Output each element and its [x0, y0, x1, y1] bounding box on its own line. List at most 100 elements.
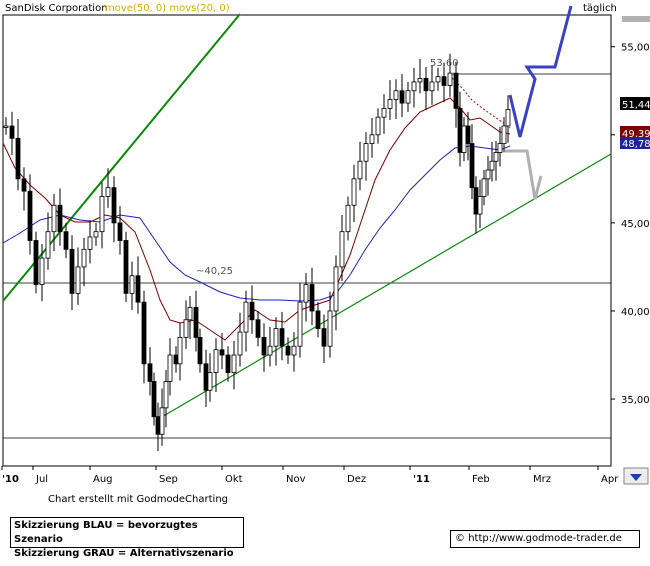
candle-body [33, 240, 39, 285]
legend-grey: Skizzierung GRAU = Alternativszenario [14, 548, 234, 559]
candle-body [333, 266, 339, 312]
candle-body [129, 275, 135, 294]
candles-group [3, 53, 511, 452]
candle-body [363, 143, 369, 162]
x-tick-label: '11 [413, 474, 430, 485]
candle-body [123, 240, 129, 294]
candle-body [399, 90, 405, 104]
x-tick-label: Feb [472, 474, 490, 485]
candle-body [141, 301, 147, 365]
candle-body [173, 354, 179, 365]
candle-body [93, 231, 99, 238]
candle-body [481, 178, 487, 197]
y-tick-label: 45,00 [621, 219, 650, 230]
candle-body [237, 331, 243, 356]
x-tick-label: Aug [93, 474, 113, 485]
candle-body [273, 328, 279, 347]
candle-body [423, 78, 429, 92]
candle-body [57, 204, 63, 233]
candle-body [249, 301, 255, 321]
candle-body [477, 196, 483, 215]
indicator-title: move(50, 0) movs(20, 0) [105, 3, 230, 14]
x-tick-label: Okt [225, 474, 243, 485]
candle-body [387, 99, 393, 109]
svg-text:51,44: 51,44 [622, 100, 650, 111]
annotation-high: 53,60 [430, 58, 459, 69]
candle-body [75, 266, 81, 294]
candle-body [493, 152, 499, 162]
candle-body [39, 257, 45, 285]
x-tick-label: Jul [35, 474, 48, 485]
candle-body [135, 275, 141, 303]
candle-body [167, 354, 173, 382]
candle-body [351, 178, 357, 206]
candle-body [203, 363, 209, 391]
candle-body [441, 76, 447, 86]
y-tick-label: 35,00 [621, 395, 650, 406]
candle-body [369, 134, 375, 145]
candle-body [9, 125, 15, 139]
candle-body [243, 301, 249, 333]
period-label: täglich [583, 3, 617, 14]
candle-body [225, 354, 231, 374]
source-url[interactable]: © http://www.godmode-trader.de [450, 530, 640, 548]
candle-body [291, 345, 297, 356]
candle-body [315, 310, 321, 329]
candle-body [473, 187, 479, 215]
candle-body [117, 222, 123, 241]
candle-body [155, 416, 161, 435]
candle-body [453, 72, 459, 109]
candle-body [381, 107, 387, 118]
svg-text:48,78: 48,78 [622, 139, 650, 150]
candle-body [469, 143, 475, 189]
candle-body [435, 76, 441, 83]
x-tick-label: '10 [2, 474, 19, 485]
candle-body [99, 196, 105, 233]
candle-body [345, 204, 351, 233]
candle-body [465, 125, 471, 145]
candle-body [231, 354, 237, 374]
sma20-line [2, 97, 511, 341]
x-tick-label: Sep [159, 474, 178, 485]
candle-body [63, 231, 69, 250]
candle-body [447, 72, 453, 86]
x-tick-label: Apr [601, 474, 619, 485]
price-tag-sma50: 48,78 [620, 137, 650, 150]
candle-body [461, 125, 467, 153]
candle-body [267, 345, 273, 356]
candle-body [297, 301, 303, 347]
company-title: SanDisk Corporation [5, 3, 108, 14]
candle-body [51, 204, 57, 233]
candle-body [163, 381, 169, 409]
copyright-icon: © [455, 533, 465, 544]
candle-body [485, 169, 491, 180]
candle-body [213, 349, 219, 374]
candle-body [111, 187, 117, 224]
candle-body [501, 125, 507, 145]
y-tick-label: 40,00 [621, 307, 650, 318]
candle-body [357, 160, 363, 180]
x-tick-label: Dez [347, 474, 366, 485]
candle-body [219, 349, 225, 356]
candle-body [159, 407, 165, 435]
candle-body [279, 328, 285, 347]
candle-body [375, 116, 381, 136]
candle-body [457, 107, 463, 153]
candle-body [255, 319, 261, 338]
candle-body [21, 178, 27, 192]
candle-body [405, 90, 411, 104]
candle-body [497, 143, 503, 153]
x-tick-label: Mrz [533, 474, 551, 485]
candle-body [429, 81, 435, 92]
candle-body [45, 231, 51, 259]
candle-body [69, 248, 75, 294]
candle-body [27, 190, 33, 241]
scenario-blue-path [508, 5, 573, 138]
price-tag-sma20: 49,39 [620, 126, 650, 140]
legend-blue: Skizzierung BLAU = bevorzugtes Szenario [14, 520, 198, 545]
candle-body [417, 78, 423, 83]
scenario-legend: Skizzierung BLAU = bevorzugtes Szenario … [10, 517, 244, 559]
candle-body [489, 160, 495, 171]
scroll-arrow-icon[interactable] [623, 467, 649, 485]
